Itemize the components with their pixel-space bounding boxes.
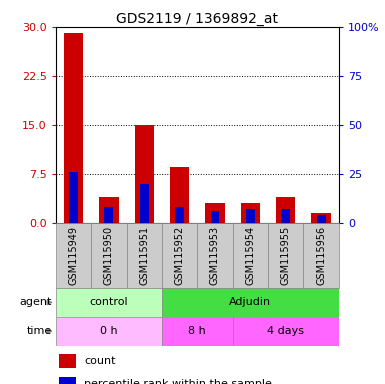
Text: 8 h: 8 h [188,326,206,336]
Bar [140,184,149,223]
Bar [56,223,91,288]
Title: GDS2119 / 1369892_at: GDS2119 / 1369892_at [116,12,278,26]
Bar [134,125,154,223]
Text: GSM115951: GSM115951 [139,226,149,285]
Bar [211,211,219,223]
Text: GSM115952: GSM115952 [175,226,185,285]
Bar [311,213,331,223]
Text: GSM115953: GSM115953 [210,226,220,285]
Bar [233,317,339,346]
Bar [56,288,162,317]
Text: 4 days: 4 days [267,326,304,336]
Bar [281,209,290,223]
Text: GSM115949: GSM115949 [69,226,79,285]
Bar [162,288,339,317]
Text: agent: agent [20,297,52,308]
Text: 0 h: 0 h [100,326,118,336]
Bar [175,207,184,223]
Bar [91,223,127,288]
Bar [127,223,162,288]
Bar [197,223,233,288]
Bar [241,203,260,223]
Bar [59,354,75,368]
Bar [59,377,75,384]
Bar [64,33,83,223]
Bar [170,167,189,223]
Bar [162,223,197,288]
Text: GSM115955: GSM115955 [281,226,291,285]
Text: control: control [90,297,128,308]
Text: GSM115956: GSM115956 [316,226,326,285]
Bar [317,215,326,223]
Bar [268,223,303,288]
Bar [276,197,295,223]
Bar [99,197,119,223]
Bar [104,207,113,223]
Bar [246,209,255,223]
Text: GSM115950: GSM115950 [104,226,114,285]
Bar [205,203,225,223]
Text: percentile rank within the sample: percentile rank within the sample [84,379,272,384]
Bar [233,223,268,288]
Bar [303,223,339,288]
Text: GSM115954: GSM115954 [245,226,255,285]
Bar [162,317,233,346]
Text: Adjudin: Adjudin [229,297,271,308]
Text: time: time [27,326,52,336]
Bar [56,317,162,346]
Text: count: count [84,356,116,366]
Bar [69,172,78,223]
